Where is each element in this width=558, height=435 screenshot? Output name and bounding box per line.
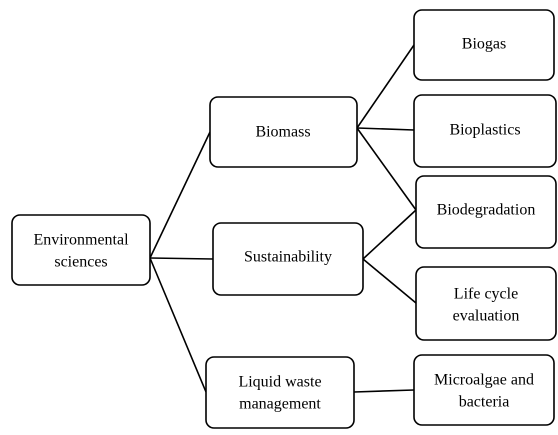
node-box <box>413 9 555 81</box>
node-label: Biogas <box>462 36 506 53</box>
node-label: sciences <box>54 254 107 271</box>
node-box <box>209 96 358 168</box>
node: Biodegradation <box>415 175 557 249</box>
node-box <box>212 222 364 296</box>
edge <box>149 257 214 260</box>
node-label: Biodegradation <box>437 202 536 219</box>
node-label: Sustainability <box>244 249 332 266</box>
edge <box>356 127 415 131</box>
connectors <box>149 44 417 393</box>
edge <box>356 127 417 211</box>
node-box <box>413 94 557 168</box>
node: Biomass <box>209 96 358 168</box>
edge <box>362 209 417 260</box>
node-label: Life cycle <box>454 286 518 303</box>
edge <box>353 389 415 393</box>
node-label: Biomass <box>255 124 310 141</box>
edge <box>356 44 415 129</box>
node-label: bacteria <box>459 394 510 411</box>
node: Microalgae and bacteria <box>413 354 555 426</box>
node: Life cycle evaluation <box>415 266 557 341</box>
node: Bioplastics <box>413 94 557 168</box>
node-box <box>205 356 355 429</box>
edge <box>149 131 211 259</box>
node-box <box>415 266 557 341</box>
node-label: Microalgae and <box>434 372 534 389</box>
node-box <box>413 354 555 426</box>
node: Liquid waste management <box>205 356 355 429</box>
node-box <box>415 175 557 249</box>
node-box <box>11 214 151 286</box>
node-label: Environmental <box>33 232 129 249</box>
edge <box>149 257 207 393</box>
node-label: management <box>239 396 321 413</box>
node-label: evaluation <box>453 308 520 325</box>
node: Sustainability <box>212 222 364 296</box>
node-label: Liquid waste <box>238 374 321 391</box>
edge <box>362 258 417 304</box>
node: Environmental sciences <box>11 214 151 286</box>
node-label: Bioplastics <box>449 122 520 139</box>
node: Biogas <box>413 9 555 81</box>
